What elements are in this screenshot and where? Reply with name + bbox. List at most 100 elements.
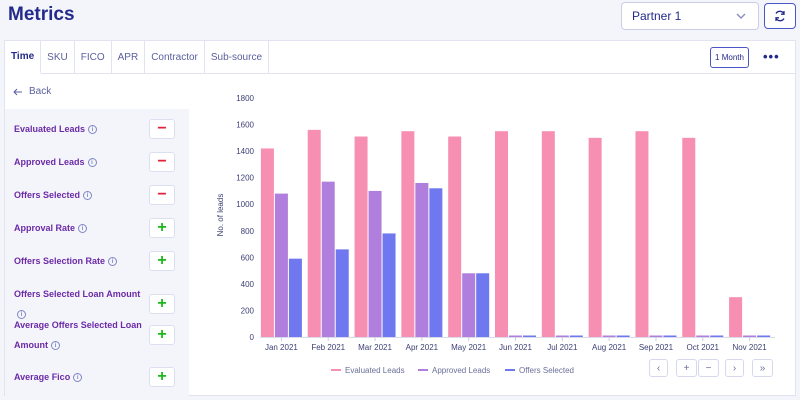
info-icon[interactable]: i bbox=[108, 257, 118, 267]
add-metric-button[interactable]: + bbox=[149, 251, 175, 271]
tab-sub-source[interactable]: Sub-source bbox=[205, 41, 270, 74]
x-tick-label: Nov 2021 bbox=[732, 343, 767, 352]
legend-label: Approved Leads bbox=[432, 366, 490, 375]
partner-select[interactable]: Partner 1 bbox=[621, 2, 759, 30]
metric-label: Approved Leads bbox=[14, 157, 85, 167]
bar bbox=[555, 335, 569, 337]
tab-sku[interactable]: SKU bbox=[41, 41, 75, 74]
refresh-icon bbox=[775, 10, 785, 22]
metric-label: Evaluated Leads bbox=[14, 124, 86, 134]
remove-metric-button[interactable]: − bbox=[149, 152, 175, 172]
tab-contractor[interactable]: Contractor bbox=[145, 41, 205, 74]
x-tick-label: Mar 2021 bbox=[358, 343, 392, 352]
add-metric-button[interactable]: + bbox=[149, 367, 175, 387]
y-tick-label: 1000 bbox=[236, 200, 254, 209]
x-tick-label: Oct 2021 bbox=[687, 343, 720, 352]
add-metric-button[interactable]: + bbox=[149, 218, 175, 238]
x-tick-label: Apr 2021 bbox=[406, 343, 439, 352]
bar bbox=[635, 131, 649, 337]
legend-label: Evaluated Leads bbox=[345, 366, 405, 375]
back-link[interactable]: Back bbox=[13, 86, 51, 97]
y-tick-label: 200 bbox=[241, 306, 255, 315]
bar bbox=[354, 136, 368, 337]
y-tick-label: 1800 bbox=[236, 94, 254, 103]
info-icon[interactable]: i bbox=[73, 373, 83, 383]
bar bbox=[663, 335, 677, 337]
bar bbox=[541, 131, 555, 337]
bar bbox=[696, 335, 710, 337]
x-tick-label: Jul 2021 bbox=[547, 343, 578, 352]
legend-label: Offers Selected bbox=[519, 366, 574, 375]
bar bbox=[602, 335, 616, 337]
pager-prev-button[interactable]: ‹ bbox=[649, 359, 668, 377]
y-tick-label: 0 bbox=[250, 333, 255, 342]
bar bbox=[321, 181, 335, 337]
tab-time[interactable]: Time bbox=[5, 41, 42, 74]
info-icon[interactable]: i bbox=[83, 191, 93, 201]
bar bbox=[523, 335, 536, 337]
bar bbox=[288, 258, 302, 337]
metric-label: Offers Selected bbox=[14, 190, 81, 200]
x-tick-label: Jan 2021 bbox=[265, 343, 298, 352]
metric-label: Approval Rate bbox=[14, 223, 76, 233]
bar bbox=[274, 193, 288, 337]
bar bbox=[429, 188, 443, 337]
info-icon[interactable]: i bbox=[51, 341, 60, 351]
y-tick-label: 1400 bbox=[236, 147, 254, 156]
bar bbox=[448, 136, 462, 337]
more-options-button[interactable]: ••• bbox=[763, 49, 780, 64]
metric-label: Average Fico bbox=[14, 372, 71, 382]
bar bbox=[649, 335, 663, 337]
tab-fico[interactable]: FICO bbox=[75, 41, 112, 74]
bar bbox=[495, 131, 508, 337]
zoom-out-button[interactable]: − bbox=[698, 359, 719, 377]
y-tick-label: 1600 bbox=[236, 121, 254, 130]
bar bbox=[415, 182, 429, 337]
info-icon[interactable]: i bbox=[78, 224, 88, 234]
bar bbox=[616, 335, 630, 337]
bar bbox=[757, 335, 771, 337]
metrics-panel: Time SKU FICO APR Contractor Sub-source … bbox=[4, 40, 796, 397]
add-metric-button[interactable]: + bbox=[149, 294, 175, 314]
period-button[interactable]: 1 Month bbox=[710, 47, 749, 68]
partner-select-value: Partner 1 bbox=[632, 9, 682, 23]
x-tick-label: Jun 2021 bbox=[499, 343, 532, 352]
zoom-in-button[interactable]: + bbox=[676, 359, 697, 377]
bar bbox=[729, 297, 743, 337]
metric-offers-selected-loan-amount: Offers Selected Loan Amount i + bbox=[5, 284, 189, 324]
tab-apr[interactable]: APR bbox=[112, 41, 146, 74]
bar bbox=[569, 335, 583, 337]
bar bbox=[335, 249, 349, 337]
bar bbox=[401, 131, 415, 337]
chevron-down-icon bbox=[736, 13, 746, 19]
add-metric-button[interactable]: + bbox=[149, 325, 175, 345]
bar bbox=[307, 129, 321, 337]
y-tick-label: 600 bbox=[241, 253, 255, 262]
bar bbox=[588, 137, 602, 337]
metrics-list: Evaluated Leads i − Approved Leads i − Off… bbox=[5, 109, 189, 397]
pager-last-button[interactable]: » bbox=[752, 359, 773, 377]
metric-evaluated-leads: Evaluated Leads i − bbox=[5, 119, 189, 139]
info-icon[interactable]: i bbox=[87, 158, 97, 168]
metric-offers-selected: Offers Selected i − bbox=[5, 185, 189, 205]
metric-average-offers-selected-loan-amount: Average Offers Selected Loan Amount i + bbox=[5, 315, 189, 355]
remove-metric-button[interactable]: − bbox=[149, 119, 175, 139]
tab-bar: Time SKU FICO APR Contractor Sub-source bbox=[5, 41, 795, 74]
bar bbox=[260, 148, 274, 337]
y-axis-label: No. of leads bbox=[216, 194, 225, 237]
pager-next-button[interactable]: › bbox=[725, 359, 744, 377]
x-tick-label: Sep 2021 bbox=[639, 343, 674, 352]
metric-approved-leads: Approved Leads i − bbox=[5, 152, 189, 172]
metric-approval-rate: Approval Rate i + bbox=[5, 218, 189, 238]
info-icon[interactable]: i bbox=[17, 310, 26, 320]
info-icon[interactable]: i bbox=[88, 125, 98, 135]
bar bbox=[509, 335, 522, 337]
y-tick-label: 800 bbox=[241, 227, 255, 236]
bar bbox=[682, 137, 696, 337]
x-tick-label: May 2021 bbox=[451, 343, 487, 352]
remove-metric-button[interactable]: − bbox=[149, 185, 175, 205]
bar bbox=[710, 335, 724, 337]
y-tick-label: 400 bbox=[241, 280, 255, 289]
refresh-button[interactable] bbox=[764, 3, 796, 29]
